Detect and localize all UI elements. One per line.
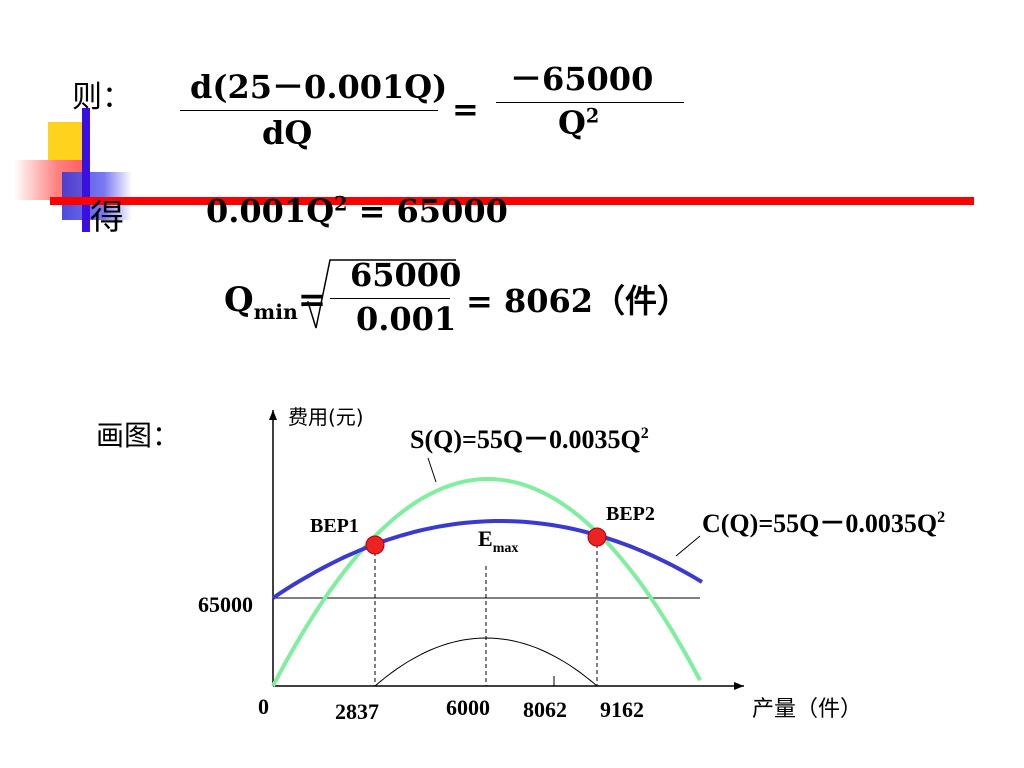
rhs-denominator-base: Q bbox=[558, 104, 586, 142]
cost-curve-label: C(Q)=55Q－0.0035Q2 bbox=[702, 509, 945, 538]
emax-label: Emax bbox=[478, 526, 518, 556]
sqrt-symbol bbox=[301, 259, 456, 329]
x-tick-label: 8062 bbox=[523, 697, 567, 722]
x-axis-arrow bbox=[734, 682, 744, 690]
decor-blue-bar bbox=[82, 108, 90, 232]
revenue-label-leader bbox=[427, 457, 437, 483]
cost-curve bbox=[271, 519, 704, 600]
x-tick-label: 2837 bbox=[335, 699, 379, 724]
cost-curve-label-exp: 2 bbox=[937, 509, 945, 526]
y-axis-label: 费用(元) bbox=[288, 405, 364, 429]
bep1-label: BEP1 bbox=[310, 515, 359, 537]
rhs-fraction-bar bbox=[496, 102, 684, 103]
equation-2-exp: 2 bbox=[334, 192, 348, 216]
y-axis-arrow bbox=[269, 410, 277, 420]
bep2-label: BEP2 bbox=[606, 503, 655, 525]
lhs-numerator: d(25－0.001Q) bbox=[190, 68, 448, 106]
lhs-fraction-bar bbox=[180, 110, 438, 111]
x-tick-label: 9162 bbox=[600, 697, 644, 722]
revenue-curve bbox=[271, 476, 702, 687]
qmin-sub: min bbox=[253, 299, 298, 324]
decor-blue-square bbox=[62, 172, 132, 220]
revenue-curve-label-exp: 2 bbox=[641, 425, 649, 442]
equals-sign: = bbox=[452, 90, 479, 128]
bep1-point bbox=[365, 535, 385, 555]
qmin-result: = 8062（件） bbox=[466, 282, 690, 320]
equation-2-left: 0.001Q bbox=[206, 192, 335, 230]
equation-2: 0.001Q2 = 65000 bbox=[206, 192, 508, 230]
sqrt-fraction-bar bbox=[330, 298, 450, 299]
revenue-curve-label: S(Q)=55Q－0.0035Q2 bbox=[410, 425, 649, 454]
origin-label: 0 bbox=[258, 694, 269, 719]
qmin-label: Qmin= bbox=[224, 280, 326, 324]
decor-red-rule bbox=[50, 197, 974, 205]
emax-label-sub: max bbox=[493, 541, 519, 556]
x-axis-label: 产量（件） bbox=[752, 697, 862, 722]
sqrt-numerator: 65000 bbox=[350, 256, 462, 294]
decor-yellow-square bbox=[48, 122, 86, 160]
cost-label-leader bbox=[675, 535, 701, 557]
rhs-denominator: Q2 bbox=[558, 104, 599, 142]
bep2-point bbox=[587, 527, 607, 547]
rhs-denominator-exp: 2 bbox=[585, 104, 600, 128]
graph-label: 画图： bbox=[96, 419, 181, 452]
y-tick-65000: 65000 bbox=[198, 592, 253, 617]
x-tick-label: 6000 bbox=[446, 695, 490, 720]
sqrt-denominator: 0.001 bbox=[356, 300, 457, 338]
rhs-numerator: －65000 bbox=[510, 60, 654, 98]
label-ze: 则： bbox=[72, 80, 132, 115]
equation-2-right: = 65000 bbox=[347, 192, 508, 230]
label-de: 得 bbox=[90, 198, 124, 238]
qmin-base: Q bbox=[224, 280, 254, 320]
lhs-denominator: dQ bbox=[262, 114, 313, 152]
